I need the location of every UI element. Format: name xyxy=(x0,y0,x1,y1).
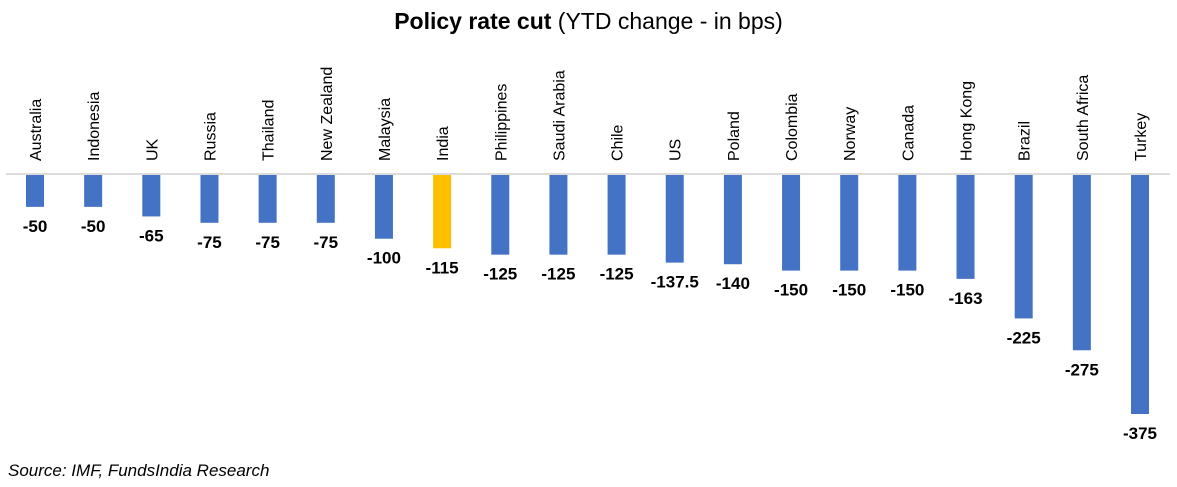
category-label: Russia xyxy=(202,112,219,161)
data-label: -137.5 xyxy=(651,273,699,292)
bar-new-zealand xyxy=(316,175,335,223)
bar-brazil xyxy=(1014,175,1033,319)
category-label: Thailand xyxy=(261,100,278,161)
category-label: India xyxy=(435,126,452,161)
category-label: Philippines xyxy=(493,84,510,161)
category-label: Colombia xyxy=(784,93,801,161)
category-label: Norway xyxy=(842,107,859,161)
category-label: New Zealand xyxy=(319,67,336,161)
data-label: -225 xyxy=(1007,328,1041,347)
category-label: Indonesia xyxy=(86,92,103,161)
chart-title-subtitle: (YTD change - in bps) xyxy=(551,8,783,34)
data-label: -125 xyxy=(483,265,517,284)
bar-us xyxy=(665,175,684,263)
category-label: Turkey xyxy=(1133,113,1150,161)
data-label: -65 xyxy=(139,226,164,245)
data-label: -150 xyxy=(832,281,866,300)
bar-russia xyxy=(200,175,219,223)
bar-chile xyxy=(607,175,626,255)
category-label: Chile xyxy=(610,124,627,161)
data-label: -275 xyxy=(1065,360,1099,379)
data-label: -75 xyxy=(255,233,280,252)
bar-saudi-arabia xyxy=(549,175,568,255)
category-label: Hong Kong xyxy=(959,81,976,161)
category-label: Australia xyxy=(28,99,45,161)
category-label: US xyxy=(668,139,685,161)
data-label: -163 xyxy=(949,289,983,308)
bar-thailand xyxy=(258,175,277,223)
bar-norway xyxy=(840,175,859,271)
bar-malaysia xyxy=(374,175,393,239)
bar-hong-kong xyxy=(956,175,975,279)
category-label: UK xyxy=(144,138,161,161)
category-label: Poland xyxy=(726,111,743,161)
chart-title: Policy rate cut (YTD change - in bps) xyxy=(0,8,1177,35)
category-label: Saudi Arabia xyxy=(551,70,568,161)
data-label: -150 xyxy=(890,281,924,300)
data-label: -150 xyxy=(774,281,808,300)
bar-turkey xyxy=(1131,175,1149,414)
bar-india xyxy=(433,175,452,249)
data-label: -125 xyxy=(541,265,575,284)
data-label: -50 xyxy=(23,217,48,236)
data-label: -125 xyxy=(600,265,634,284)
category-label: Canada xyxy=(900,105,917,161)
source-note: Source: IMF, FundsIndia Research xyxy=(8,461,270,480)
bar-uk xyxy=(142,175,161,217)
data-label: -50 xyxy=(81,217,106,236)
bar-south-africa xyxy=(1072,175,1091,351)
bar-colombia xyxy=(782,175,801,271)
data-label: -75 xyxy=(197,233,222,252)
data-label: -140 xyxy=(716,274,750,293)
data-label: -75 xyxy=(314,233,339,252)
category-label: South Africa xyxy=(1075,75,1092,161)
bar-poland xyxy=(723,175,742,265)
data-label: -115 xyxy=(426,258,459,277)
data-label: -375 xyxy=(1123,424,1157,443)
bar-canada xyxy=(898,175,917,271)
category-label: Malaysia xyxy=(377,98,394,161)
bar-philippines xyxy=(491,175,510,255)
bar-indonesia xyxy=(84,175,103,207)
category-label: Brazil xyxy=(1017,121,1034,161)
chart-title-bold: Policy rate cut xyxy=(394,8,552,34)
bar-australia xyxy=(26,175,44,207)
data-label: -100 xyxy=(367,249,401,268)
